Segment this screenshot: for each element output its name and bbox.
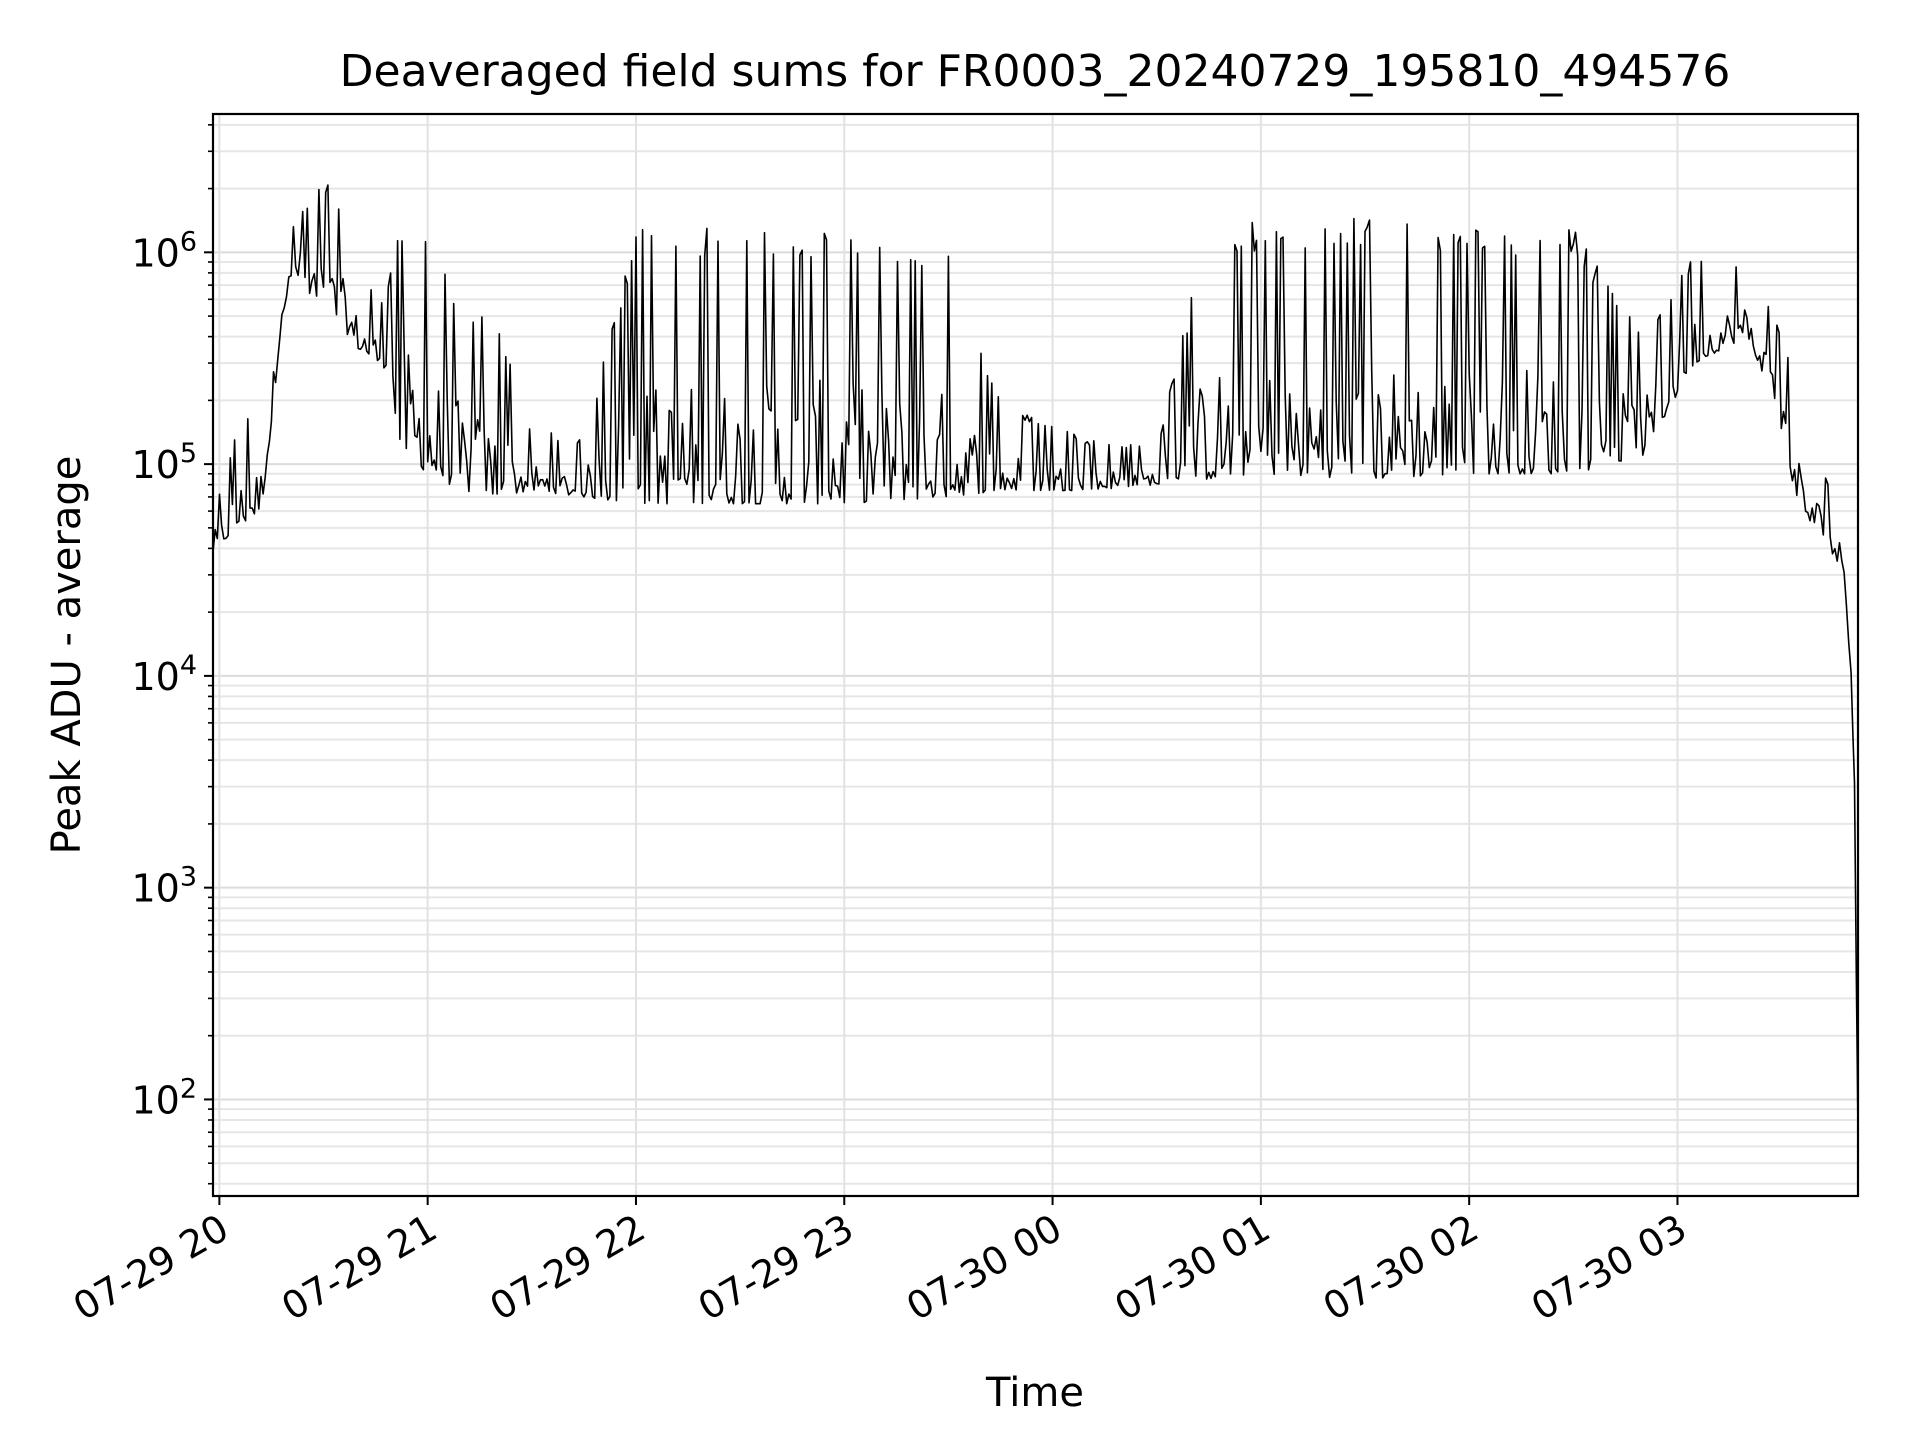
y-tick-label: 105 (131, 438, 197, 487)
plot-frame (211, 112, 1860, 1198)
grid (213, 114, 1858, 1196)
series-line (212, 184, 1859, 1132)
y-tick-label: 102 (131, 1073, 197, 1122)
x-axis-label: Time (985, 1370, 1084, 1416)
y-axis-label: Peak ADU - average (44, 456, 90, 855)
y-tick-label: 104 (131, 650, 197, 699)
y-tick-label: 103 (131, 862, 197, 911)
y-axis: 102 103 104 105 106 (131, 124, 213, 1185)
plot-area (212, 184, 1859, 1132)
chart-title: Deaveraged field sums for FR0003_2024072… (340, 46, 1731, 97)
y-tick-label: 106 (131, 226, 197, 275)
